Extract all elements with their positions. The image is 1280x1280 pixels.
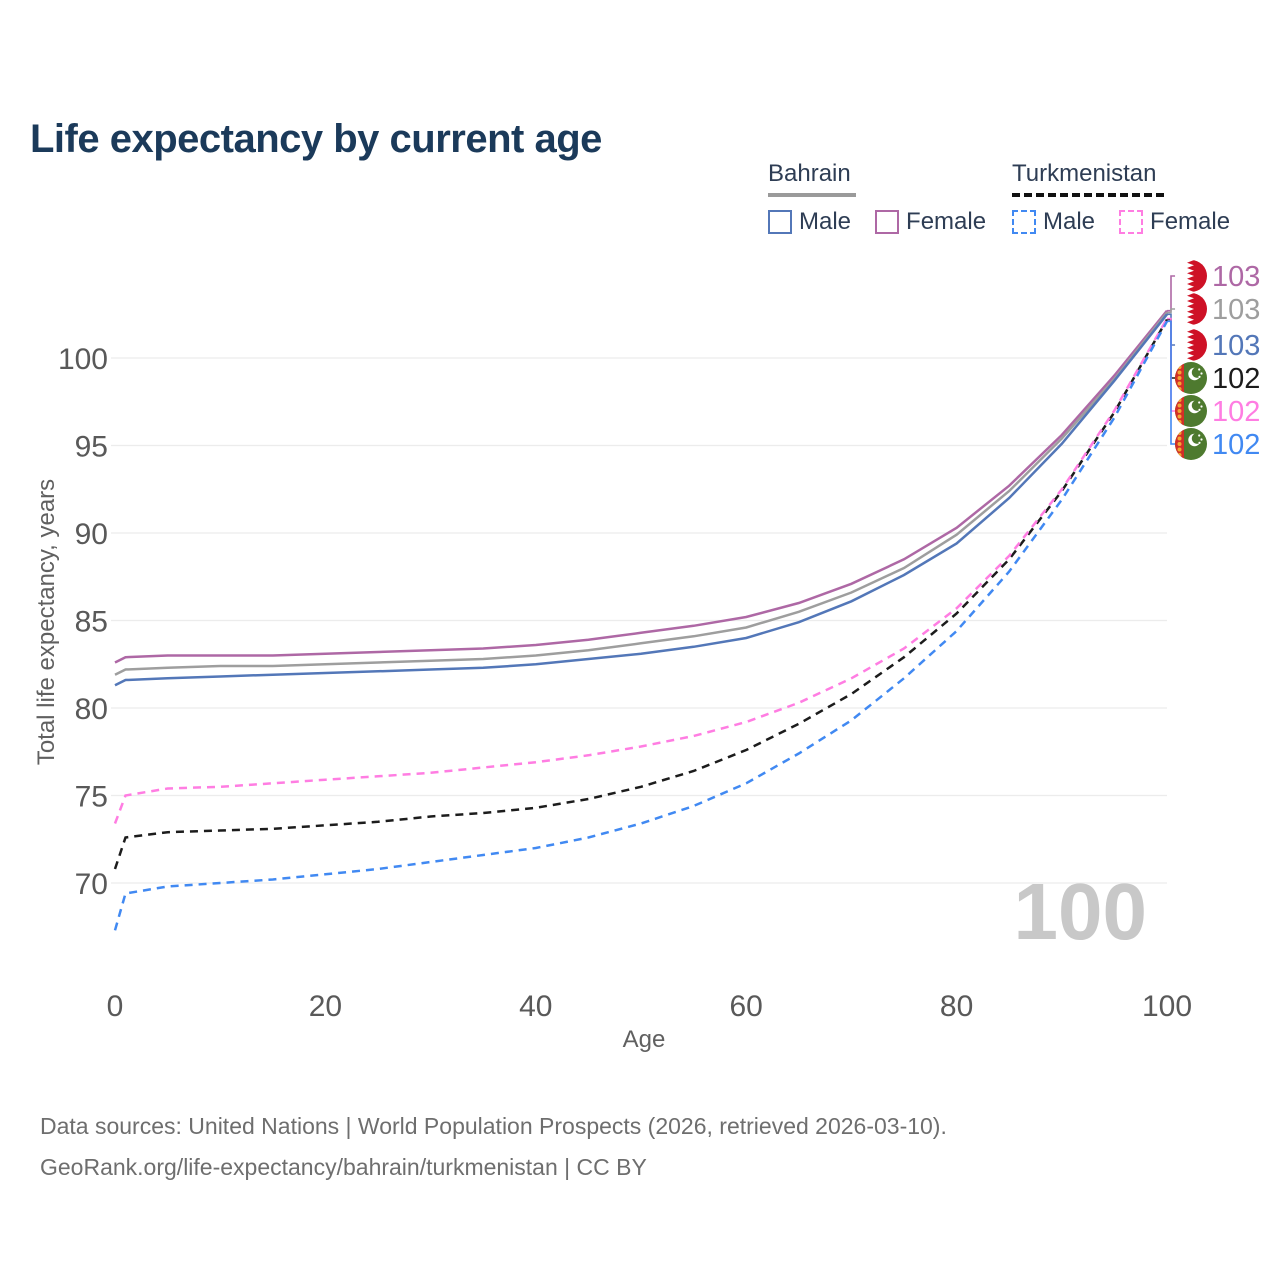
footer-attribution: GeoRank.org/life-expectancy/bahrain/turk… bbox=[40, 1154, 647, 1180]
x-axis-title: Age bbox=[622, 1026, 666, 1053]
y-tick-85: 85 bbox=[75, 606, 108, 639]
turkmenistan-flag-icon bbox=[1175, 362, 1207, 394]
legend-item-turkmenistan-male[interactable]: Male bbox=[1012, 208, 1095, 236]
footer: Data sources: United Nations | World Pop… bbox=[40, 1106, 947, 1188]
end-label-turkmenistan-male: 102 bbox=[1212, 429, 1260, 461]
legend-row-bahrain: Male Female bbox=[768, 208, 986, 236]
footer-data-sources: Data sources: United Nations | World Pop… bbox=[40, 1113, 947, 1139]
x-tick-0: 0 bbox=[107, 990, 124, 1023]
series-lines bbox=[113, 309, 1169, 931]
gridlines: 70 75 80 85 90 95 100 0 20 40 60 80 100 bbox=[58, 343, 1192, 1023]
y-tick-80: 80 bbox=[75, 693, 108, 726]
series-line-bahrain-both bbox=[114, 311, 1168, 676]
end-label-turkmenistan-both: 102 bbox=[1212, 363, 1260, 395]
x-tick-20: 20 bbox=[309, 990, 342, 1023]
x-tick-40: 40 bbox=[519, 990, 552, 1023]
series-line-turkmenistan-both bbox=[113, 318, 1169, 870]
legend-item-bahrain-male[interactable]: Male bbox=[768, 208, 851, 236]
series-line-bahrain-male bbox=[114, 313, 1168, 687]
series-line-turkmenistan-male bbox=[113, 320, 1169, 931]
legend-country-bahrain: Bahrain bbox=[768, 160, 851, 187]
legend-swatch-turkmenistan-male bbox=[1012, 210, 1036, 234]
end-label-bahrain-male: 103 bbox=[1212, 330, 1260, 362]
legend-label-turkmenistan-female: Female bbox=[1150, 208, 1231, 235]
legend-label-bahrain-female: Female bbox=[906, 208, 987, 235]
legend-label-bahrain-male: Male bbox=[799, 208, 852, 235]
legend-country-turkmenistan: Turkmenistan bbox=[1012, 160, 1157, 187]
end-label-bahrain-female: 103 bbox=[1212, 261, 1260, 293]
legend-group-bahrain: Bahrain Male Female bbox=[768, 160, 986, 236]
series-line-bahrain-female bbox=[114, 309, 1168, 664]
legend-swatch-turkmenistan-female bbox=[1119, 210, 1144, 234]
bahrain-flag-icon bbox=[1175, 293, 1207, 325]
age-watermark: 100 bbox=[1013, 867, 1147, 956]
x-tick-60: 60 bbox=[730, 990, 763, 1023]
legend: Bahrain Male Female Turkmenistan Male Fe… bbox=[0, 160, 1280, 240]
label-connector-bahrain-female bbox=[1167, 275, 1176, 312]
legend-underline-turkmenistan bbox=[1012, 193, 1164, 197]
y-tick-90: 90 bbox=[75, 518, 108, 551]
legend-item-turkmenistan-female[interactable]: Female bbox=[1119, 208, 1230, 236]
end-label-bahrain-both: 103 bbox=[1212, 294, 1260, 326]
y-tick-95: 95 bbox=[75, 431, 108, 464]
legend-swatch-bahrain-female bbox=[875, 210, 900, 234]
legend-item-bahrain-female[interactable]: Female bbox=[875, 208, 986, 236]
series-line-turkmenistan-female bbox=[113, 317, 1169, 824]
y-tick-100: 100 bbox=[58, 343, 108, 376]
y-tick-75: 75 bbox=[75, 781, 108, 814]
end-label-turkmenistan-female: 102 bbox=[1212, 396, 1260, 428]
y-tick-70: 70 bbox=[75, 868, 108, 901]
bahrain-flag-icon bbox=[1175, 260, 1207, 292]
turkmenistan-flag-icon bbox=[1175, 428, 1207, 460]
legend-underline-bahrain bbox=[768, 193, 856, 197]
x-tick-100: 100 bbox=[1142, 990, 1192, 1023]
label-connector-turkmenistan-male bbox=[1167, 320, 1176, 445]
turkmenistan-flag-icon bbox=[1175, 395, 1207, 427]
page-title: Life expectancy by current age bbox=[30, 116, 602, 161]
bahrain-flag-icon bbox=[1175, 329, 1207, 361]
legend-swatch-bahrain-male bbox=[768, 210, 792, 234]
x-tick-80: 80 bbox=[940, 990, 973, 1023]
label-connector-bahrain-both bbox=[1167, 308, 1176, 314]
legend-row-turkmenistan: Male Female bbox=[1012, 208, 1230, 236]
legend-label-turkmenistan-male: Male bbox=[1043, 208, 1096, 235]
legend-group-turkmenistan: Turkmenistan Male Female bbox=[1012, 160, 1230, 236]
